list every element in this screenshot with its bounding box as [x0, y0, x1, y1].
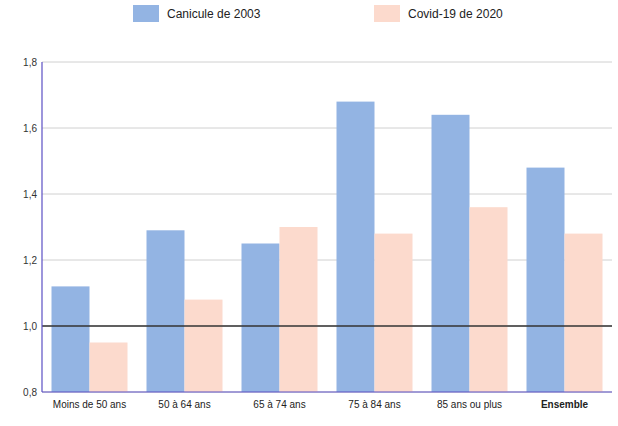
reference-line [42, 325, 612, 326]
x-tick-label: 85 ans ou plus [437, 399, 502, 410]
y-tick-label: 1,4 [23, 189, 37, 200]
bar [52, 286, 90, 392]
x-tick-label: 75 à 84 ans [348, 399, 400, 410]
bar [527, 168, 565, 392]
bar [470, 207, 508, 392]
y-tick-label: 1,6 [23, 123, 37, 134]
bar [147, 230, 185, 392]
bar [375, 234, 413, 392]
legend-swatch [133, 5, 159, 22]
x-tick-label: 50 à 64 ans [158, 399, 210, 410]
x-tick-label: Ensemble [541, 399, 589, 410]
grid-line [42, 392, 612, 393]
legend-label: Canicule de 2003 [167, 7, 261, 21]
bar [185, 300, 223, 392]
grid-line [42, 62, 612, 63]
bar [242, 244, 280, 393]
grid-line [42, 326, 612, 327]
bar [280, 227, 318, 392]
legend-swatch [374, 5, 400, 22]
x-axis [42, 391, 612, 392]
x-tick-label: Moins de 50 ans [53, 399, 126, 410]
y-tick-label: 0,8 [23, 387, 37, 398]
chart: 0,8 1,0 1,2 1,4 1,6 1,8 Moins de 50 ans 50 à 64… [0, 0, 618, 426]
grid-line [42, 128, 612, 129]
chart-container: 0,8 1,0 1,2 1,4 1,6 1,8 Moins de 50 ans 50 à 64… [0, 0, 618, 426]
y-tick-label: 1,0 [23, 321, 37, 332]
y-axis [41, 62, 42, 392]
y-tick-label: 1,2 [23, 255, 37, 266]
bar [90, 343, 128, 393]
legend-label: Covid-19 de 2020 [408, 7, 503, 21]
bar [565, 234, 603, 392]
bar [337, 102, 375, 392]
bar [432, 115, 470, 392]
x-tick-label: 65 à 74 ans [253, 399, 305, 410]
y-tick-label: 1,8 [23, 57, 37, 68]
bars [52, 102, 603, 392]
